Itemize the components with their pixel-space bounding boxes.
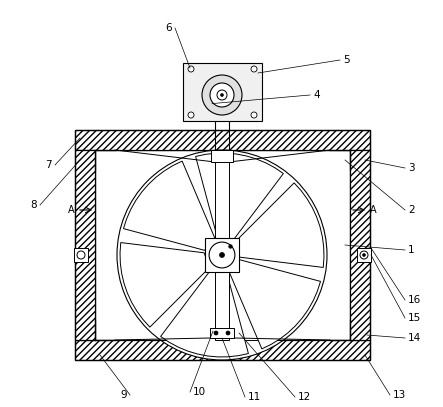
Circle shape bbox=[226, 331, 230, 335]
Bar bbox=[215, 150, 229, 340]
Text: 4: 4 bbox=[313, 90, 320, 100]
Text: 15: 15 bbox=[408, 313, 421, 323]
Circle shape bbox=[362, 254, 365, 256]
Circle shape bbox=[214, 331, 218, 335]
Text: 14: 14 bbox=[408, 333, 421, 343]
Text: 12: 12 bbox=[298, 392, 311, 402]
Polygon shape bbox=[161, 269, 249, 357]
Text: A: A bbox=[370, 205, 377, 215]
Circle shape bbox=[229, 245, 232, 248]
Circle shape bbox=[251, 66, 257, 72]
Text: 2: 2 bbox=[408, 205, 415, 215]
Bar bbox=[75, 150, 95, 340]
Polygon shape bbox=[229, 260, 321, 349]
Text: 5: 5 bbox=[343, 55, 350, 65]
Bar bbox=[75, 130, 370, 150]
Text: 7: 7 bbox=[45, 160, 52, 170]
Text: 10: 10 bbox=[193, 387, 206, 397]
Bar bbox=[95, 150, 350, 340]
Circle shape bbox=[360, 251, 368, 259]
Polygon shape bbox=[124, 161, 215, 250]
Text: 13: 13 bbox=[393, 390, 406, 400]
Text: 16: 16 bbox=[408, 295, 421, 305]
Circle shape bbox=[202, 75, 242, 115]
Bar bbox=[75, 340, 370, 360]
Polygon shape bbox=[196, 153, 284, 241]
Text: 6: 6 bbox=[165, 23, 172, 33]
Circle shape bbox=[251, 112, 257, 118]
Text: A: A bbox=[68, 205, 75, 215]
Bar bbox=[75, 130, 370, 360]
Bar bbox=[211, 150, 233, 162]
Text: 8: 8 bbox=[31, 200, 37, 210]
Circle shape bbox=[209, 242, 235, 268]
Text: 1: 1 bbox=[408, 245, 415, 255]
Circle shape bbox=[77, 251, 85, 259]
Circle shape bbox=[219, 252, 225, 258]
Polygon shape bbox=[120, 243, 209, 327]
Text: 3: 3 bbox=[408, 163, 415, 173]
Polygon shape bbox=[235, 183, 324, 267]
Circle shape bbox=[210, 83, 234, 107]
Circle shape bbox=[188, 112, 194, 118]
Text: 9: 9 bbox=[120, 390, 127, 400]
Circle shape bbox=[117, 150, 327, 360]
Circle shape bbox=[221, 94, 224, 96]
Bar bbox=[350, 150, 370, 340]
Bar bbox=[183, 63, 262, 121]
Bar bbox=[74, 248, 88, 262]
Bar bbox=[210, 328, 234, 338]
Circle shape bbox=[188, 66, 194, 72]
Bar bbox=[357, 248, 371, 262]
Bar bbox=[205, 238, 239, 272]
Text: 11: 11 bbox=[248, 392, 261, 402]
Circle shape bbox=[217, 90, 227, 100]
